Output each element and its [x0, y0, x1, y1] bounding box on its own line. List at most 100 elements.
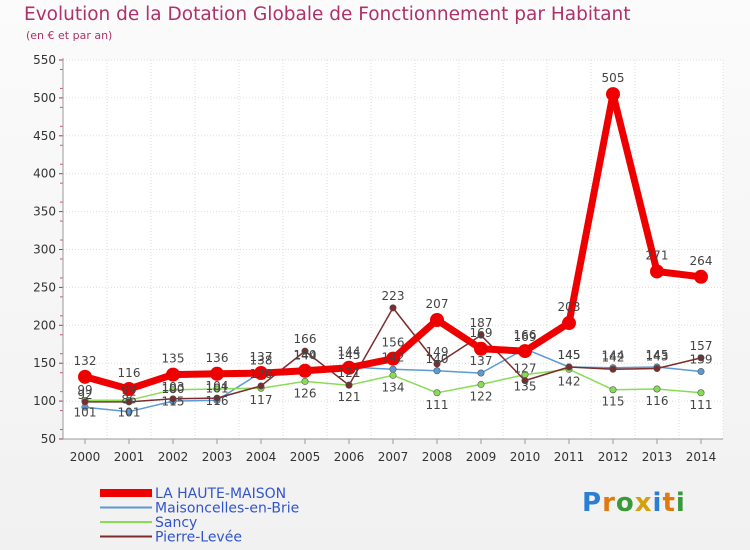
- x-tick-label: 2011: [554, 450, 585, 464]
- logo-letter: r: [602, 488, 616, 518]
- data-point: [345, 381, 353, 389]
- x-tick-label: 2013: [642, 450, 673, 464]
- data-point: [210, 366, 224, 381]
- data-label: 86: [121, 393, 136, 407]
- data-label: 116: [206, 394, 229, 408]
- data-label: 166: [514, 328, 537, 342]
- x-tick-label: 2002: [158, 450, 189, 464]
- data-point: [125, 408, 133, 416]
- y-tick-label: 300: [33, 243, 56, 257]
- data-label: 134: [382, 380, 405, 394]
- x-tick-label: 2003: [202, 450, 233, 464]
- data-point: [697, 368, 705, 376]
- data-point: [650, 264, 664, 279]
- legend-label: Sancy: [155, 515, 197, 531]
- data-label: 120: [250, 367, 273, 381]
- data-point: [477, 380, 485, 388]
- data-point: [477, 369, 485, 377]
- data-point: [301, 377, 309, 385]
- data-label: 104: [206, 379, 229, 393]
- data-label: 127: [514, 362, 537, 376]
- data-point: [477, 331, 485, 339]
- data-label: 101: [206, 381, 229, 395]
- data-point: [518, 344, 532, 359]
- y-tick-label: 200: [33, 318, 56, 332]
- data-point: [169, 395, 177, 403]
- x-tick-label: 2012: [598, 450, 629, 464]
- data-label: 136: [206, 351, 229, 365]
- y-tick-label: 250: [33, 280, 56, 294]
- data-point: [254, 366, 268, 381]
- data-label: 116: [118, 366, 141, 380]
- data-point: [562, 316, 576, 331]
- y-tick-label: 50: [41, 432, 56, 446]
- data-label: 135: [162, 352, 185, 366]
- data-point: [430, 312, 444, 327]
- data-point: [609, 386, 617, 394]
- data-label: 142: [558, 374, 581, 388]
- data-point: [81, 398, 89, 406]
- data-point: [389, 371, 397, 379]
- data-label: 223: [382, 289, 405, 303]
- data-label: 111: [426, 398, 449, 412]
- x-tick-label: 2001: [114, 450, 145, 464]
- data-label: 137: [470, 354, 493, 368]
- x-tick-label: 2004: [246, 450, 277, 464]
- data-point: [122, 381, 136, 396]
- data-label: 121: [338, 366, 361, 380]
- y-tick-label: 450: [33, 129, 56, 143]
- data-point: [606, 87, 620, 102]
- x-tick-label: 2005: [290, 450, 321, 464]
- x-tick-label: 2014: [686, 450, 717, 464]
- data-label: 140: [294, 348, 317, 362]
- y-tick-label: 400: [33, 167, 56, 181]
- data-point: [389, 304, 397, 312]
- data-point: [653, 365, 661, 373]
- data-label: 100: [162, 382, 185, 396]
- data-label: 101: [74, 405, 97, 419]
- data-label: 116: [646, 394, 669, 408]
- data-label: 111: [690, 398, 713, 412]
- data-label: 121: [338, 390, 361, 404]
- data-label: 132: [74, 354, 97, 368]
- logo-letter: P: [582, 488, 603, 518]
- data-label: 101: [118, 405, 141, 419]
- data-label: 271: [646, 248, 669, 262]
- x-tick-label: 2008: [422, 450, 453, 464]
- data-label: 99: [77, 383, 92, 397]
- data-point: [433, 367, 441, 375]
- legend-label: Maisoncelles-en-Brie: [155, 501, 299, 517]
- data-label: 135: [514, 380, 537, 394]
- x-tick-label: 2006: [334, 450, 365, 464]
- data-label: 169: [470, 326, 493, 340]
- data-point: [169, 386, 177, 394]
- data-label: 145: [646, 348, 669, 362]
- data-label: 505: [602, 71, 625, 85]
- data-point: [474, 341, 488, 356]
- data-point: [521, 377, 529, 385]
- x-tick-label: 2000: [70, 450, 101, 464]
- data-label: 187: [470, 316, 493, 330]
- data-label: 142: [382, 350, 405, 364]
- data-point: [565, 363, 573, 371]
- data-point: [78, 369, 92, 384]
- data-label: 137: [250, 350, 273, 364]
- data-label: 99: [121, 383, 136, 397]
- chart-title: Evolution de la Dotation Globale de Fonc…: [24, 4, 631, 25]
- data-label: 166: [294, 332, 317, 346]
- logo-letter: o: [615, 488, 635, 518]
- data-point: [433, 360, 441, 368]
- data-label: 145: [558, 348, 581, 362]
- data-point: [609, 365, 617, 373]
- data-point: [694, 269, 708, 284]
- data-label: 103: [162, 380, 185, 394]
- data-label: 143: [646, 350, 669, 364]
- x-tick-label: 2010: [510, 450, 541, 464]
- data-point: [257, 382, 265, 390]
- data-label: 169: [514, 330, 537, 344]
- y-tick-label: 500: [33, 91, 56, 105]
- data-point: [389, 365, 397, 373]
- data-label: 140: [426, 352, 449, 366]
- data-point: [653, 385, 661, 393]
